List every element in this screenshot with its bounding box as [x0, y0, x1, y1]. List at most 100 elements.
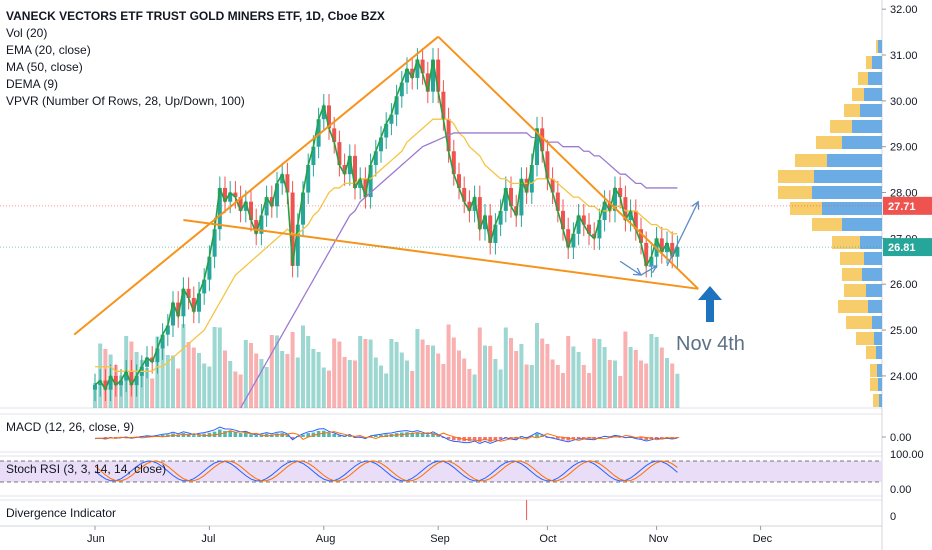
indicator-dema[interactable]: DEMA (9) — [6, 77, 59, 91]
price-tick-label: 28.00 — [890, 188, 918, 200]
volume-bar — [654, 337, 659, 408]
candle-body — [425, 73, 430, 92]
projection-arrowhead — [632, 267, 643, 276]
divergence-label[interactable]: Divergence Indicator — [6, 506, 117, 520]
volume-bar — [405, 360, 409, 408]
macd-bar — [244, 432, 248, 437]
volume-bar — [410, 371, 415, 408]
candle-body — [150, 357, 155, 363]
candle-body — [129, 371, 134, 386]
candle-body — [327, 105, 331, 129]
candle-body — [633, 210, 638, 230]
candle-body — [457, 174, 461, 188]
time-tick-label: Jul — [201, 533, 215, 545]
volume-bar — [212, 327, 217, 408]
annotation-nov4[interactable]: Nov 4th — [676, 333, 745, 355]
candle-body — [524, 178, 529, 193]
indicator-ma[interactable]: MA (50, close) — [6, 60, 83, 74]
candle-body — [233, 192, 238, 198]
volume-bar — [639, 360, 643, 408]
candle-body — [509, 187, 513, 207]
price-tick-label: 31.00 — [890, 50, 918, 62]
candle-body — [358, 178, 363, 188]
time-tick-label: Nov — [649, 533, 669, 545]
volume-bar — [587, 373, 591, 408]
candle-body — [202, 279, 207, 294]
stoch-k-line — [94, 460, 678, 482]
vpvr-up-bar — [814, 170, 882, 183]
macd-bar — [457, 437, 461, 441]
volume-bar — [181, 324, 186, 408]
candle-body — [571, 233, 576, 248]
volume-bar — [618, 376, 623, 408]
volume-bar — [613, 360, 617, 408]
volume-bar — [462, 358, 467, 408]
volume-bar — [176, 368, 181, 408]
vpvr-down-bar — [830, 120, 852, 133]
macd-bar — [509, 437, 513, 439]
macd-bar — [160, 434, 165, 437]
volume-bar — [160, 344, 165, 408]
volume-bar — [332, 338, 337, 408]
vpvr-down-bar — [866, 56, 872, 69]
candle-body — [124, 371, 129, 381]
volume-bar — [264, 367, 269, 408]
volume-bar — [561, 373, 565, 408]
candle-body — [145, 357, 149, 367]
price-tick-label: 25.00 — [890, 325, 918, 337]
stoch-rsi-label[interactable]: Stoch RSI (3, 3, 14, 14, close) — [6, 462, 167, 476]
volume-bar — [301, 325, 305, 408]
candle-body — [316, 119, 321, 147]
macd-bar — [576, 437, 581, 439]
macd-bar — [660, 437, 664, 439]
candle-body — [93, 385, 97, 390]
volume-bar — [223, 350, 227, 408]
macd-bar — [478, 437, 482, 442]
vpvr-down-bar — [870, 378, 878, 391]
volume-bar — [280, 351, 285, 408]
candle-body — [119, 380, 123, 386]
vpvr-down-bar — [778, 186, 812, 199]
volume-bar — [311, 349, 316, 408]
candle-body — [160, 334, 165, 349]
candle-body — [243, 201, 248, 211]
candle-body — [134, 375, 139, 386]
macd-bar — [582, 437, 586, 439]
macd-bar — [535, 433, 539, 437]
vpvr-down-bar — [790, 202, 822, 215]
vpvr-up-bar — [864, 88, 882, 101]
volume-bar — [171, 355, 175, 408]
volume-bar — [394, 342, 399, 408]
stoch-d-line — [94, 460, 678, 482]
indicator-ema[interactable]: EMA (20, close) — [6, 43, 91, 57]
ma-line — [240, 132, 678, 409]
macd-bar — [436, 435, 440, 437]
candle-body — [394, 96, 399, 115]
volume-bar — [384, 373, 389, 408]
volume-bar — [581, 365, 586, 408]
macd-label[interactable]: MACD (12, 26, close, 9) — [6, 420, 135, 434]
volume-bar — [233, 371, 238, 408]
volume-bar — [353, 360, 357, 408]
macd-bar — [467, 437, 472, 442]
indicator-vpvr[interactable]: VPVR (Number Of Rows, 28, Up/Down, 100) — [6, 94, 245, 108]
volume-bar — [259, 359, 264, 408]
volume-bar — [524, 364, 529, 408]
candle-body — [462, 187, 467, 202]
candle-body — [618, 187, 623, 198]
volume-bar — [327, 370, 331, 408]
candle-body — [389, 114, 394, 124]
trendline — [73, 35, 439, 336]
price-label-box — [883, 238, 932, 257]
indicator-vol[interactable]: Vol (20) — [6, 26, 48, 40]
volume-bar — [249, 343, 253, 408]
macd-bar — [561, 437, 565, 440]
volume-bar — [368, 339, 373, 408]
volume-bar — [358, 336, 363, 408]
macd-tick-label: 0.00 — [890, 432, 911, 444]
candle-body — [290, 192, 295, 266]
candle-body — [342, 165, 347, 175]
volume-bar — [503, 327, 508, 408]
volume-bar — [243, 340, 248, 408]
candle-body — [415, 59, 420, 78]
